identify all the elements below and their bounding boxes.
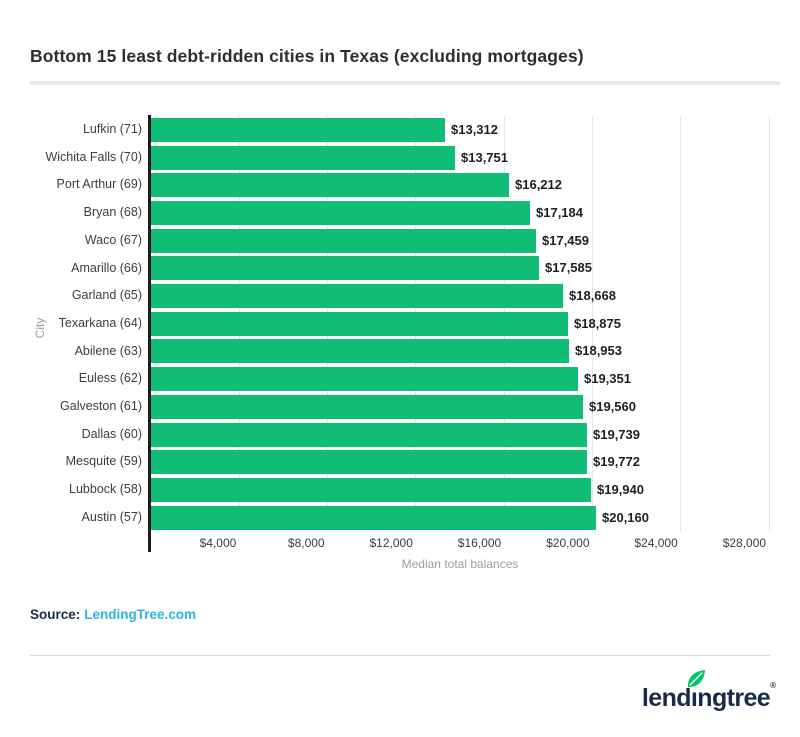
category-label: Texarkana (64): [58, 315, 142, 330]
value-label: $17,184: [536, 204, 583, 220]
bar-garland-65[interactable]: [151, 284, 563, 309]
value-label: $18,875: [574, 315, 621, 331]
chart-title: Bottom 15 least debt-ridden cities in Te…: [30, 46, 584, 66]
x-tick-label: $12,000: [369, 536, 413, 550]
value-label: $18,668: [569, 288, 616, 304]
value-label: $16,212: [515, 177, 562, 193]
category-label: Galveston (61): [60, 399, 142, 413]
x-tick-label: $4,000: [199, 536, 237, 550]
bar-mesquite-59[interactable]: [151, 450, 587, 475]
x-gridline: [592, 116, 593, 531]
category-label: Mesquite (59): [65, 454, 142, 469]
bar-dallas-60[interactable]: [151, 422, 587, 447]
value-label: $13,312: [451, 121, 498, 137]
bar-lufkin-71[interactable]: [151, 117, 445, 142]
x-tick-label: $24,000: [634, 536, 678, 550]
logo-text-post: ngtree: [697, 684, 771, 712]
value-label: $19,940: [597, 481, 644, 497]
y-axis-title: City: [33, 317, 47, 339]
value-label: $19,772: [593, 454, 640, 470]
x-gridline: [768, 116, 770, 531]
source-link[interactable]: LendingTree.com: [84, 607, 197, 622]
x-tick-label: $28,000: [722, 536, 767, 550]
value-label: $17,585: [545, 260, 592, 276]
value-label: $17,459: [542, 232, 589, 248]
source-label: Source:: [30, 607, 81, 622]
title-divider: [30, 81, 780, 85]
x-tick-label: $16,000: [457, 536, 502, 550]
x-tick-label: $8,000: [287, 536, 325, 550]
source-line: Source: LendingTree.com: [30, 607, 196, 622]
bar-port-arthur-69[interactable]: [151, 173, 509, 198]
value-label: $19,351: [584, 371, 631, 387]
category-label: Abilene (63): [74, 343, 142, 358]
footer-divider: [30, 655, 770, 656]
registered-mark: ®: [770, 681, 776, 690]
category-label: Lubbock (58): [69, 482, 142, 497]
category-label: Euless (62): [78, 371, 142, 386]
bar-amarillo-66[interactable]: [151, 256, 539, 281]
category-label: Austin (57): [81, 509, 142, 524]
category-label: Port Arthur (69): [56, 177, 142, 192]
category-label: Wichita Falls (70): [45, 149, 142, 164]
value-label: $19,560: [589, 398, 636, 414]
category-label: Bryan (68): [83, 205, 142, 220]
logo-text-pre: lend: [641, 684, 692, 712]
category-label: Waco (67): [84, 232, 142, 247]
lendingtree-logo: lendı ngtree®: [641, 669, 776, 713]
category-label: Garland (65): [71, 288, 142, 303]
value-label: $19,739: [593, 426, 640, 442]
category-label: Amarillo (66): [71, 260, 142, 275]
value-label: $13,751: [461, 149, 508, 165]
x-axis-title: Median total balances: [401, 557, 519, 571]
x-gridline: [680, 116, 682, 531]
value-label: $18,953: [575, 343, 622, 359]
bar-austin-57[interactable]: [151, 505, 596, 530]
bar-bryan-68[interactable]: [151, 200, 530, 225]
category-label: Dallas (60): [81, 426, 142, 441]
bar-galveston-61[interactable]: [151, 394, 583, 419]
bar-lubbock-58[interactable]: [151, 477, 591, 502]
bar-abilene-63[interactable]: [151, 339, 569, 364]
bar-waco-67[interactable]: [151, 228, 536, 253]
bar-wichita-falls-70[interactable]: [151, 145, 455, 170]
value-label: $20,160: [602, 509, 649, 525]
x-tick-label: $20,000: [546, 536, 590, 550]
bar-texarkana-64[interactable]: [151, 311, 568, 336]
leaf-icon: [687, 669, 705, 688]
category-label: Lufkin (71): [82, 122, 142, 136]
bar-euless-62[interactable]: [151, 367, 578, 392]
logo-letter-i: ı: [687, 669, 705, 713]
y-axis-line: [148, 115, 151, 552]
